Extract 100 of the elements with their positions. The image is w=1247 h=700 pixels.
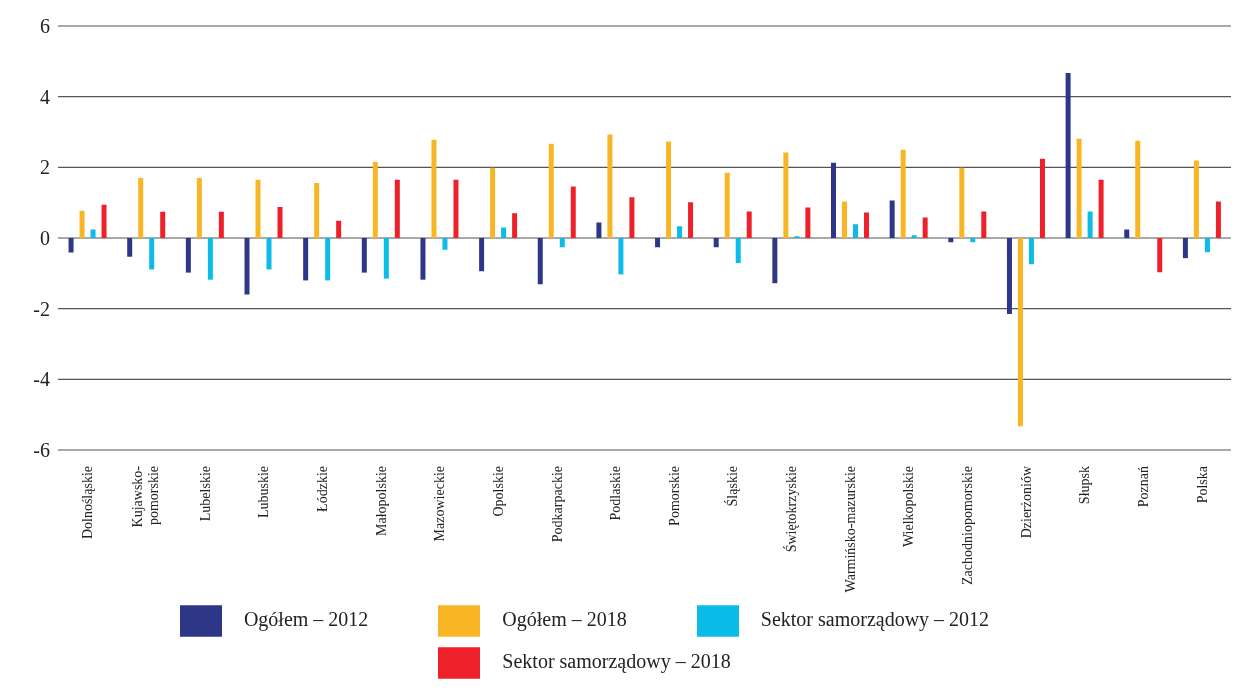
bar — [512, 213, 518, 238]
x-tick-label: Polska — [1194, 465, 1210, 504]
bar — [101, 204, 107, 238]
bar — [160, 211, 166, 238]
bar — [677, 226, 683, 238]
bar — [442, 238, 448, 250]
bar — [1028, 238, 1034, 265]
bar — [325, 238, 331, 281]
y-tick-label: 0 — [40, 227, 50, 250]
x-tick-label: Podkarpackie — [549, 466, 565, 543]
bar — [548, 143, 554, 238]
y-tick-label: -4 — [33, 368, 50, 391]
bar — [383, 238, 389, 279]
bar — [1076, 138, 1082, 238]
bar — [889, 200, 895, 238]
bar — [864, 212, 870, 238]
x-tick-label: Wielkopolskie — [901, 466, 917, 548]
bar — [948, 238, 954, 243]
bar — [596, 222, 602, 238]
bar — [607, 134, 613, 238]
x-tick-label: Opolskie — [490, 466, 506, 517]
bar — [1135, 140, 1141, 238]
bar — [1039, 158, 1045, 238]
y-tick-label: 6 — [40, 15, 50, 38]
bar — [1157, 238, 1163, 273]
y-tick-label: 2 — [40, 156, 50, 179]
bar — [1193, 160, 1199, 238]
bar — [1204, 238, 1210, 253]
bar — [1017, 238, 1023, 427]
bar — [746, 211, 752, 238]
bar — [1098, 179, 1104, 238]
bar — [207, 238, 213, 280]
x-tick-label: Poznań — [1136, 466, 1152, 508]
bar — [244, 238, 250, 295]
y-tick-label: 4 — [40, 85, 50, 108]
bar — [1006, 238, 1012, 314]
bar — [490, 167, 496, 238]
legend-label: Sektor samorządowy – 2018 — [502, 649, 731, 672]
bar — [479, 238, 485, 272]
bar — [266, 238, 272, 270]
bar — [1065, 72, 1071, 238]
bar — [138, 177, 144, 238]
bar — [79, 210, 85, 238]
x-tick-label: Lubelskie — [197, 466, 213, 522]
bar — [149, 238, 155, 270]
bar — [314, 182, 320, 238]
bar — [394, 179, 400, 238]
bar — [853, 224, 859, 238]
legend-label: Ogółem – 2018 — [502, 607, 627, 630]
x-tick-label: Pomorskie — [666, 466, 682, 526]
bar — [431, 139, 437, 238]
bar — [922, 217, 928, 238]
legend-label: Sektor samorządowy – 2012 — [760, 607, 990, 630]
y-tick-label: -2 — [33, 297, 50, 320]
bar — [831, 162, 837, 238]
bar — [255, 179, 261, 238]
x-tick-label: Śląskie — [724, 466, 741, 507]
x-tick-label: Kujawsko- pomorskie — [129, 465, 161, 528]
bar — [959, 167, 965, 238]
x-tick-label: Zachodniopomorskie — [960, 466, 976, 585]
x-tick-label: Świętokrzyskie — [783, 466, 800, 553]
x-tick-label: Dzierżoniów — [1018, 465, 1034, 539]
bar — [618, 238, 624, 275]
bar — [1124, 229, 1130, 238]
bar — [900, 149, 906, 238]
bar — [537, 238, 543, 285]
bar — [361, 238, 367, 273]
bar — [970, 238, 976, 243]
bar — [185, 238, 191, 273]
bar — [68, 238, 74, 253]
x-tick-label: Łódzkie — [314, 466, 330, 512]
y-tick-label: -6 — [33, 439, 50, 462]
legend-label: Ogółem – 2012 — [243, 607, 369, 630]
bar — [90, 229, 96, 238]
bar — [724, 172, 730, 238]
bar — [303, 238, 309, 281]
bar — [372, 162, 378, 238]
bar — [1087, 211, 1093, 238]
bar — [570, 186, 576, 238]
bar — [735, 238, 741, 264]
bar — [666, 141, 672, 238]
bar — [1182, 238, 1188, 259]
bar — [127, 238, 133, 257]
bar — [655, 238, 661, 248]
x-tick-label: Lubuskie — [256, 466, 272, 519]
bar — [911, 235, 917, 238]
bar — [196, 177, 202, 238]
x-tick-label: Małopolskie — [373, 466, 389, 536]
bar — [805, 207, 811, 238]
bar — [688, 202, 694, 238]
x-tick-label: Dolnośląskie — [80, 466, 96, 540]
bar — [336, 220, 342, 238]
bar — [783, 152, 789, 238]
x-tick-label: Mazowieckie — [432, 466, 448, 542]
x-tick-label: Podlaskie — [608, 466, 624, 521]
bar — [772, 238, 778, 284]
bar — [713, 238, 719, 248]
bar — [420, 238, 426, 280]
bar — [218, 211, 224, 238]
bar — [501, 227, 507, 238]
